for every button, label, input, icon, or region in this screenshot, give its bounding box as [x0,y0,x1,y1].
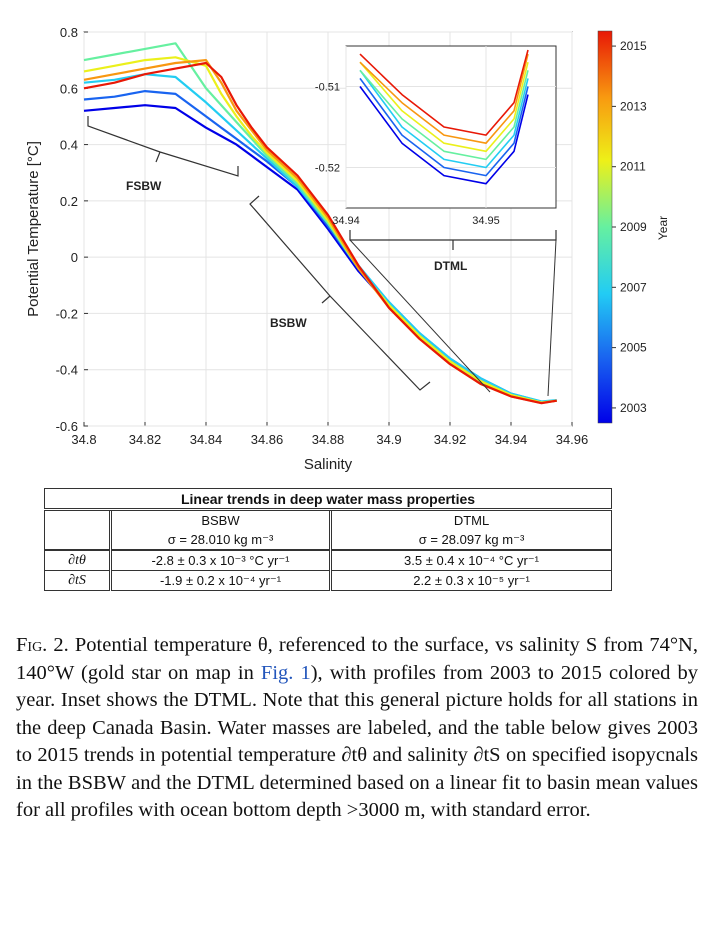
colorbar-tick-label: 2005 [620,341,647,355]
y-tick-labels: -0.6 -0.4 -0.2 0 0.2 0.4 0.6 0.8 [56,25,78,434]
s-bsbw-value: -1.9 ± 0.2 x 10⁻⁴ yr⁻¹ [110,570,332,591]
trend-table-s-row: ∂tS -1.9 ± 0.2 x 10⁻⁴ yr⁻¹ 2.2 ± 0.3 x 1… [44,570,613,591]
caption-label: Fig. 2. [16,634,69,656]
inset-x-tick-label: 34.95 [472,215,500,227]
x-tick-label: 34.8 [71,432,96,447]
inset-profile-line-2011 [359,61,529,153]
inset-plot-area [345,45,557,209]
header-bsbw: BSBW [110,509,332,530]
profile-line-2015 [83,61,557,405]
theta-bsbw-value: -2.8 ± 0.3 x 10⁻³ °C yr⁻¹ [110,549,332,571]
theta-s-figure: 34.8 34.82 34.84 34.86 34.88 34.9 34.92 34.94 34… [25,25,670,473]
inset-profile-line-2015 [359,49,529,136]
inset-x-tick-labels: 34.94 34.95 [332,215,500,227]
colorbar-tick-label: 2003 [620,401,647,415]
inset-y-tick-labels: -0.51 -0.52 [315,82,340,175]
inset-profile-lines [359,49,529,185]
y-tick-label: -0.6 [56,419,78,434]
inset-connector-left [349,239,491,393]
fsbw-label: FSBW [126,179,162,193]
year-colorbar [597,30,613,424]
inset-profile-line-2009 [359,69,529,161]
x-tick-label: 34.94 [495,432,528,447]
colorbar-tick-label: 2009 [620,220,647,234]
colorbar-tick-label: 2015 [620,39,647,53]
theta-row-label: ∂tθ [44,549,112,571]
figure-1-link[interactable]: Fig. 1 [260,661,311,684]
trend-table-header-row: BSBW DTML [44,509,613,530]
colorbar-tick-label: 2013 [620,99,647,113]
trend-table: Linear trends in deep water mass propert… [43,488,613,591]
dtml-label: DTML [434,259,467,273]
y-tick-label: -0.2 [56,306,78,321]
trend-table-theta-row: ∂tθ -2.8 ± 0.3 x 10⁻³ °C yr⁻¹ 3.5 ± 0.4 … [44,549,613,571]
inset-connector-right [547,239,557,397]
inset-x-tick-label: 34.94 [332,215,360,227]
figure-caption: Fig. 2. Potential temperature θ, referen… [16,632,698,825]
colorbar-tick-label: 2011 [620,160,646,174]
y-tick-label: 0.8 [60,25,78,40]
sigma-dtml: σ = 28.097 kg m⁻³ [329,530,613,551]
colorbar-tick-label: 2007 [620,280,647,294]
colorbar-label: Year [656,216,670,240]
header-dtml: DTML [329,509,613,530]
profile-line-2007 [83,73,557,403]
sigma-empty-cell [44,530,112,551]
x-tick-label: 34.92 [434,432,467,447]
sigma-bsbw: σ = 28.010 kg m⁻³ [110,530,332,551]
y-tick-label: 0.6 [60,81,78,96]
y-tick-label: 0.4 [60,138,78,153]
inset-profile-line-2003 [359,86,529,185]
s-row-label: ∂tS [44,570,112,591]
x-tick-label: 34.84 [190,432,223,447]
bsbw-bracket-tip [321,295,331,304]
x-tick-label: 34.88 [312,432,345,447]
trend-table-sigma-row: σ = 28.010 kg m⁻³ σ = 28.097 kg m⁻³ [44,530,613,551]
x-tick-label: 34.96 [556,432,589,447]
x-tick-label: 34.82 [129,432,162,447]
s-dtml-value: 2.2 ± 0.3 x 10⁻⁵ yr⁻¹ [329,570,613,591]
y-axis-label: Potential Temperature [°C] [25,141,42,317]
inset-profile-line-2007 [359,69,529,169]
y-tick-label: 0 [71,250,78,265]
caption-text-2: ), with profiles from 2003 to 2015 color… [16,661,698,822]
inset-y-tick-label: -0.52 [315,163,340,175]
fsbw-bracket-tip [155,151,161,163]
trend-table-title-row: Linear trends in deep water mass propert… [43,488,613,511]
bsbw-label: BSBW [270,316,307,330]
header-empty-cell [44,509,112,530]
y-tick-label: 0.2 [60,194,78,209]
trend-table-title: Linear trends in deep water mass propert… [43,488,613,511]
inset-profile-line-2005 [359,77,529,177]
x-axis-label: Salinity [304,456,353,473]
theta-dtml-value: 3.5 ± 0.4 x 10⁻⁴ °C yr⁻¹ [329,549,613,571]
x-tick-label: 34.86 [251,432,284,447]
y-tick-label: -0.4 [56,363,78,378]
caption-text-1: Potential temperature θ, referenced to t… [16,634,698,684]
colorbar-tick-labels: 2003 2005 2007 2009 2011 2013 2015 [612,39,647,415]
inset-grid [345,46,556,208]
x-tick-labels: 34.8 34.82 34.84 34.86 34.88 34.9 34.92 34.94 34… [71,432,588,447]
x-tick-label: 34.9 [376,432,401,447]
inset-y-tick-label: -0.51 [315,82,340,94]
inset-profile-line-2013 [359,53,529,144]
